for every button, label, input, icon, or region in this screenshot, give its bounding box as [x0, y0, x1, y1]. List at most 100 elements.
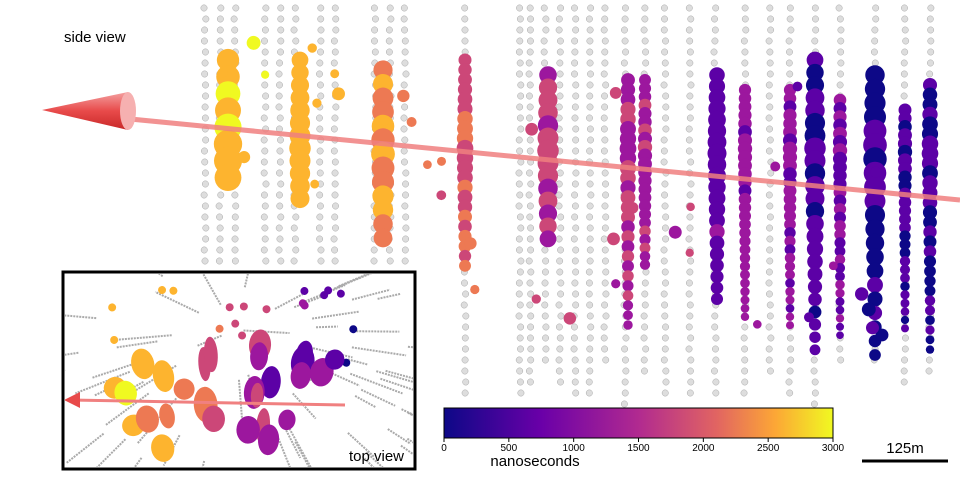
dom	[556, 268, 564, 276]
dom	[686, 224, 694, 232]
dom	[262, 4, 270, 12]
dom	[401, 59, 409, 67]
inset-hit	[260, 366, 281, 399]
inset-hit	[250, 382, 264, 408]
dom	[331, 4, 339, 12]
dom	[712, 389, 720, 397]
dom	[685, 125, 693, 133]
hit	[531, 294, 541, 304]
dom	[660, 26, 668, 34]
dom	[462, 290, 470, 298]
dom	[586, 147, 594, 155]
dom	[765, 279, 773, 287]
dom	[601, 169, 609, 177]
dom	[517, 125, 525, 133]
dom	[686, 92, 694, 100]
dom	[201, 257, 209, 265]
dom	[641, 4, 649, 12]
dom	[927, 37, 935, 45]
string-rod	[361, 455, 375, 467]
dom	[685, 26, 693, 34]
dom	[901, 356, 908, 364]
dom	[571, 257, 579, 265]
dom	[641, 367, 648, 375]
dom	[622, 356, 629, 364]
dom	[785, 37, 793, 45]
dom	[741, 356, 749, 364]
hit	[806, 214, 824, 233]
dom	[572, 147, 580, 155]
inset-hit	[108, 303, 117, 312]
dom	[766, 235, 774, 243]
hit	[923, 255, 937, 268]
dom	[641, 15, 649, 23]
hit	[807, 253, 823, 270]
dom	[900, 367, 908, 375]
string-rod	[74, 370, 131, 395]
dom	[786, 4, 794, 12]
dom	[685, 147, 693, 155]
dom	[572, 224, 580, 232]
hit	[622, 280, 634, 292]
dom	[540, 4, 548, 12]
inset-hit	[159, 403, 175, 429]
dom	[402, 70, 410, 78]
dom	[571, 213, 579, 221]
hit	[899, 221, 911, 234]
hit	[639, 234, 651, 246]
dom	[687, 356, 695, 364]
dom	[571, 279, 579, 287]
hit	[214, 164, 242, 192]
dom	[526, 26, 534, 34]
dom	[571, 37, 579, 45]
dom	[201, 114, 209, 122]
inset-hit	[110, 335, 119, 344]
inset-hit	[203, 336, 218, 373]
top-view-label: top view	[349, 448, 404, 465]
dom	[277, 213, 285, 221]
dom	[371, 48, 379, 56]
dom	[572, 26, 580, 34]
hit	[869, 349, 881, 361]
inset-hit	[324, 349, 345, 370]
dom	[277, 26, 285, 34]
hit	[685, 248, 694, 257]
string-rod	[354, 395, 377, 409]
dom	[662, 235, 670, 243]
dom	[261, 81, 269, 89]
dom	[555, 15, 563, 23]
colorbar-tick-label: 1000	[563, 443, 586, 454]
hit	[809, 344, 821, 356]
dom	[460, 301, 468, 309]
dom	[515, 290, 523, 298]
dom	[602, 257, 609, 265]
hit	[639, 242, 651, 254]
dom	[526, 81, 534, 89]
dom	[277, 37, 285, 45]
dom	[686, 114, 694, 122]
dom	[371, 37, 378, 45]
dom	[660, 158, 668, 166]
dom	[317, 37, 325, 45]
dom	[385, 26, 393, 34]
dom	[871, 37, 879, 45]
dom	[542, 15, 550, 23]
hit	[740, 286, 750, 297]
hit	[639, 251, 651, 262]
hit	[828, 261, 838, 271]
hit	[740, 269, 750, 280]
hit	[783, 209, 797, 223]
dom	[261, 59, 269, 67]
hit	[875, 328, 889, 342]
dom	[572, 92, 580, 100]
inset-hit	[225, 303, 234, 312]
dom	[231, 257, 239, 265]
hit	[900, 273, 910, 283]
hit	[708, 201, 726, 218]
dom	[277, 15, 285, 23]
dom	[586, 48, 594, 56]
dom	[461, 37, 469, 45]
dom	[201, 169, 209, 177]
dom	[837, 356, 845, 364]
dom	[662, 70, 669, 78]
